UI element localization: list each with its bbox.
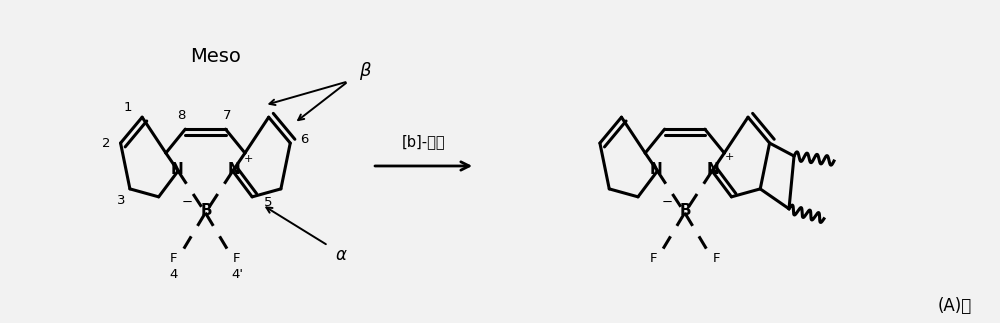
Text: 1: 1 <box>124 101 132 114</box>
Text: $\beta$: $\beta$ <box>359 60 372 82</box>
Text: 2: 2 <box>102 137 111 150</box>
Text: 4: 4 <box>170 268 178 281</box>
Text: F: F <box>713 252 720 265</box>
Text: +: + <box>244 154 253 164</box>
Text: F: F <box>170 252 178 265</box>
Text: N: N <box>707 162 719 177</box>
Text: N: N <box>227 162 240 177</box>
Text: 5: 5 <box>264 196 272 209</box>
Text: B: B <box>201 203 212 218</box>
Text: 6: 6 <box>300 133 308 146</box>
Text: −: − <box>661 196 672 209</box>
Text: B: B <box>680 203 692 218</box>
Text: Meso: Meso <box>190 47 241 67</box>
Text: [b]-稠合: [b]-稠合 <box>402 134 445 149</box>
Text: 8: 8 <box>177 109 185 122</box>
Text: N: N <box>650 162 663 177</box>
Text: (A)。: (A)。 <box>937 297 971 315</box>
Text: $\alpha$: $\alpha$ <box>335 245 348 264</box>
Text: 7: 7 <box>223 109 232 122</box>
Text: +: + <box>724 152 734 162</box>
Text: 4': 4' <box>231 268 243 281</box>
Text: 3: 3 <box>117 194 125 207</box>
Text: N: N <box>171 162 183 177</box>
Text: F: F <box>233 252 241 265</box>
Text: −: − <box>182 196 193 209</box>
Text: F: F <box>649 252 657 265</box>
